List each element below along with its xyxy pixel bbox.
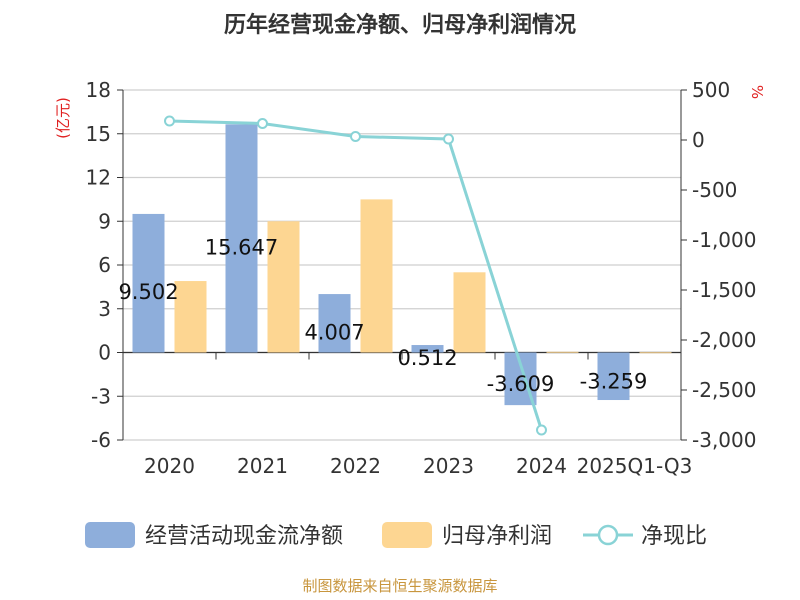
- cash-flow-bar: [225, 124, 258, 353]
- right-tick-label: -2,500: [692, 378, 756, 402]
- left-tick-label: 6: [98, 253, 111, 277]
- right-tick-label: -500: [692, 178, 737, 202]
- legend-swatch-cash-flow: [85, 522, 135, 548]
- cash-flow-data-label: 4.007: [304, 320, 364, 344]
- x-tick-label: 2024: [516, 454, 567, 478]
- left-tick-label: 0: [98, 341, 111, 365]
- net-profit-bar: [267, 221, 300, 353]
- legend-label-ratio: 净现比: [641, 524, 707, 549]
- right-tick-label: -1,500: [692, 278, 756, 302]
- ratio-point: [350, 131, 361, 142]
- ratio-line: [164, 115, 547, 436]
- left-tick-label: -6: [91, 428, 111, 452]
- x-tick-label: 2020: [144, 454, 195, 478]
- left-tick-label: -3: [91, 384, 111, 408]
- cash-flow-data-label: 0.512: [397, 346, 457, 370]
- right-tick-label: 0: [692, 128, 705, 152]
- x-tick-label: 2021: [237, 454, 288, 478]
- right-tick-label: -3,000: [692, 428, 756, 452]
- legend: 经营活动现金流净额 归母净利润 净现比: [85, 522, 707, 549]
- x-tick-label: 2022: [330, 454, 381, 478]
- ratio-point: [164, 115, 175, 127]
- net-profit-bar: [453, 272, 486, 353]
- cash-flow-bar: [597, 352, 630, 401]
- net-profit-bar: [360, 199, 393, 353]
- left-axis-title: (亿元): [54, 97, 72, 139]
- net-profit-bar: [174, 281, 207, 353]
- right-axis-title: %: [748, 85, 766, 99]
- cash-flow-bar: [411, 345, 444, 353]
- axes: 18 15 12 9 6 3 0 -3 -6 500 0 -500 -1,000 -1,500 -2,000…: [54, 78, 766, 478]
- ratio-point: [257, 118, 268, 129]
- left-tick-label: 18: [86, 78, 111, 102]
- legend-swatch-ratio-marker: [597, 524, 619, 546]
- cash-flow-data-label: -3.609: [487, 372, 555, 396]
- cash-flow-bar: [132, 213, 165, 353]
- cash-flow-bar: [318, 294, 351, 353]
- x-tick-label: 2023: [423, 454, 474, 478]
- legend-label-cash-flow: 经营活动现金流净额: [145, 524, 343, 549]
- left-tick-label: 9: [98, 209, 111, 233]
- legend-swatch-net-profit: [382, 522, 432, 548]
- legend-label-net-profit: 归母净利润: [442, 524, 552, 549]
- right-tick-label: 500: [692, 78, 730, 102]
- ratio-point: [536, 424, 547, 436]
- source-footer: 制图数据来自恒生聚源数据库: [302, 577, 497, 595]
- right-tick-label: -2,000: [692, 328, 756, 352]
- net-profit-bar: [546, 351, 579, 353]
- net-profit-bar: [639, 352, 672, 354]
- left-tick-label: 15: [86, 122, 111, 146]
- left-tick-label: 12: [86, 166, 111, 190]
- cash-flow-data-label: -3.259: [580, 369, 648, 393]
- right-tick-label: -1,000: [692, 228, 756, 252]
- data-labels: 9.502 15.647 4.007 0.512 -3.609 -3.259: [118, 235, 647, 395]
- cash-flow-data-label: 15.647: [205, 235, 278, 259]
- chart-title: 历年经营现金净额、归母净利润情况: [224, 12, 576, 38]
- ratio-point: [443, 133, 454, 145]
- left-tick-label: 3: [98, 297, 111, 321]
- cash-flow-data-label: 9.502: [118, 280, 178, 304]
- x-tick-label: 2025Q1-Q3: [577, 454, 693, 478]
